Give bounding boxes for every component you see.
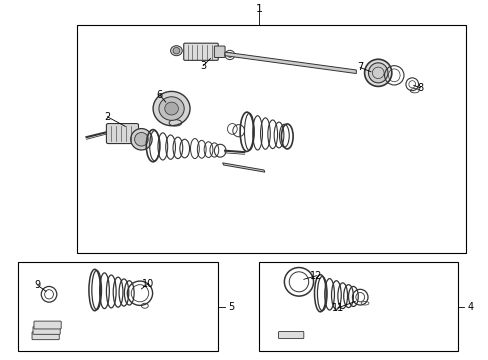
Polygon shape (224, 52, 356, 73)
FancyBboxPatch shape (32, 332, 59, 340)
FancyBboxPatch shape (278, 332, 303, 339)
Ellipse shape (164, 102, 178, 115)
Text: 5: 5 (227, 302, 234, 312)
FancyBboxPatch shape (106, 123, 138, 144)
FancyBboxPatch shape (214, 46, 224, 58)
Polygon shape (222, 163, 264, 172)
Text: 7: 7 (356, 63, 363, 72)
FancyBboxPatch shape (33, 327, 60, 334)
Text: 6: 6 (157, 90, 163, 100)
Bar (19, 262, 217, 351)
Ellipse shape (159, 97, 184, 120)
Text: 12: 12 (310, 271, 322, 281)
Text: 11: 11 (331, 303, 343, 313)
Text: 8: 8 (417, 83, 423, 93)
Ellipse shape (130, 129, 152, 150)
Ellipse shape (368, 63, 387, 83)
Ellipse shape (134, 132, 148, 146)
FancyBboxPatch shape (183, 43, 218, 60)
Bar (259, 262, 458, 351)
Text: 10: 10 (142, 279, 154, 289)
Ellipse shape (170, 46, 182, 56)
Text: 3: 3 (200, 61, 206, 71)
Text: 9: 9 (35, 280, 41, 291)
FancyBboxPatch shape (34, 321, 61, 329)
Text: 2: 2 (104, 112, 110, 122)
Text: 4: 4 (466, 302, 472, 312)
Ellipse shape (364, 59, 391, 86)
Ellipse shape (173, 48, 180, 54)
Text: 1: 1 (255, 4, 262, 14)
Ellipse shape (153, 91, 190, 126)
Bar (77, 24, 465, 253)
